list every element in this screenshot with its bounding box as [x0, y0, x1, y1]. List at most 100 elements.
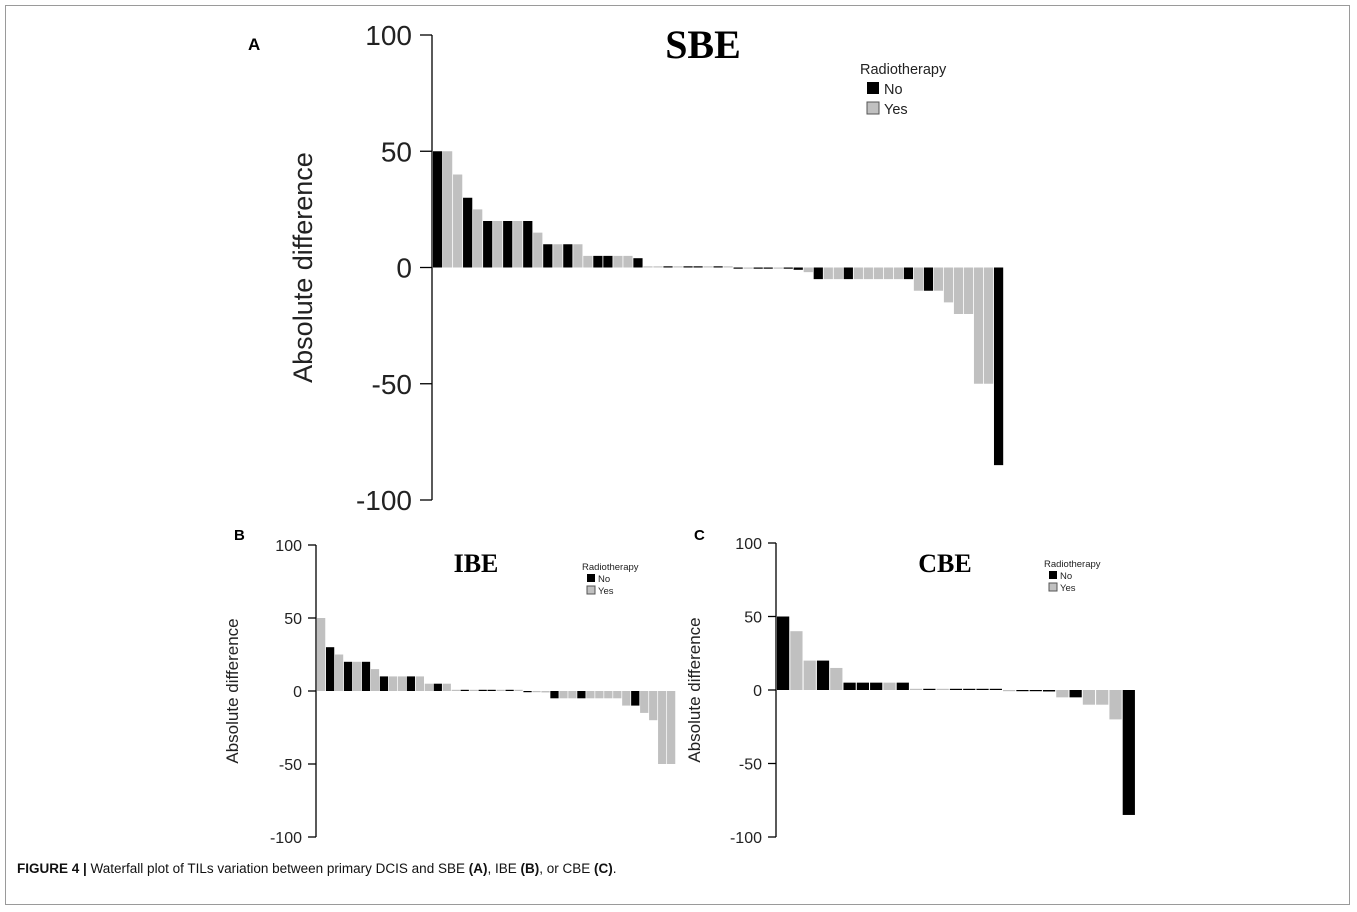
bar-b	[649, 691, 658, 721]
caption-text: Waterfall plot of TILs variation between…	[86, 861, 469, 876]
y-axis-label-b: Absolute difference	[223, 618, 242, 763]
bar-a	[703, 266, 713, 268]
bar-a	[573, 244, 583, 268]
bar-a	[953, 267, 964, 314]
legend-title-a: Radiotherapy	[860, 62, 947, 78]
bar-a	[493, 221, 503, 268]
bar-a	[673, 266, 683, 268]
bar-c	[883, 682, 896, 690]
bar-c	[1082, 690, 1096, 705]
bar-b	[469, 689, 478, 691]
bar-a	[853, 267, 863, 280]
bar-a	[803, 267, 813, 273]
bar-b	[415, 676, 424, 691]
bar-c	[1016, 690, 1029, 692]
bar-a	[603, 255, 613, 268]
bar-b	[550, 691, 559, 699]
bar-a	[433, 151, 443, 268]
bar-a	[883, 267, 894, 280]
bar-a	[513, 221, 523, 268]
bar-a	[483, 221, 493, 268]
bar-b	[397, 676, 407, 691]
bar-a	[843, 267, 853, 280]
bar-b	[568, 691, 577, 699]
bar-b	[559, 691, 568, 699]
y-tick-label-a: 100	[365, 20, 412, 51]
bar-a	[873, 267, 883, 280]
bar-a	[863, 267, 873, 280]
bar-a	[523, 221, 533, 268]
bar-b	[541, 691, 550, 693]
bar-a	[633, 258, 643, 268]
legend-title-c: Radiotherapy	[1044, 559, 1101, 570]
bar-a	[893, 267, 904, 280]
bar-c	[963, 688, 976, 690]
legend-swatch-b-yes	[586, 585, 596, 595]
bar-b	[631, 691, 640, 706]
figure-frame	[5, 5, 1350, 905]
caption-ref-c: (C)	[594, 861, 613, 876]
bar-b	[658, 691, 667, 764]
bar-b	[577, 691, 586, 699]
bar-a	[903, 267, 914, 280]
bar-b	[667, 691, 676, 764]
legend-swatch-b-no	[587, 574, 595, 582]
bar-b	[595, 691, 604, 699]
bar-b	[532, 691, 541, 693]
bar-b	[433, 683, 442, 691]
bar-b	[613, 691, 622, 699]
caption-sep-2: , or CBE	[539, 861, 594, 876]
bar-a	[533, 232, 543, 268]
bar-a	[983, 267, 994, 384]
bar-a	[753, 267, 763, 269]
bar-a	[443, 151, 453, 268]
figure-caption: FIGURE 4 | Waterfall plot of TILs variat…	[17, 861, 617, 876]
chart-title-c: CBE	[918, 549, 971, 578]
bar-c	[790, 631, 803, 690]
bar-c	[896, 682, 909, 690]
bar-b	[451, 689, 460, 691]
bar-c	[1003, 690, 1016, 692]
bar-b	[361, 661, 371, 691]
legend-title-b: Radiotherapy	[582, 562, 639, 573]
bar-c	[1109, 690, 1122, 720]
bar-a	[933, 267, 944, 291]
legend-label-c-no: No	[1060, 571, 1072, 582]
legend-label-b-yes: Yes	[598, 586, 614, 597]
bar-b	[379, 676, 389, 691]
bar-a	[453, 174, 463, 268]
bar-a	[963, 267, 974, 314]
bar-a	[973, 267, 984, 384]
bar-c	[976, 688, 989, 690]
bar-a	[663, 266, 673, 268]
bar-a	[473, 209, 483, 268]
bar-c	[936, 688, 949, 690]
y-tick-label-b: -100	[270, 830, 302, 847]
bar-a	[833, 267, 843, 280]
bar-c	[1096, 690, 1109, 705]
panel-label-b: B	[234, 527, 245, 544]
panel-label-a: A	[248, 35, 260, 54]
bar-a	[773, 267, 783, 269]
bar-b	[622, 691, 631, 706]
chart-title-a: SBE	[665, 22, 741, 67]
legend-swatch-a-no	[867, 82, 879, 94]
y-tick-label-b: 0	[293, 684, 302, 701]
bar-c	[1029, 690, 1042, 692]
y-tick-label-a: -100	[356, 485, 412, 516]
bar-c	[816, 660, 830, 690]
bar-b	[325, 647, 335, 691]
bar-a	[823, 267, 833, 280]
y-tick-label-c: -50	[739, 756, 762, 773]
legend-label-a-yes: Yes	[884, 102, 908, 118]
bar-a	[563, 244, 573, 268]
bar-c	[923, 688, 936, 690]
bar-c	[949, 688, 963, 690]
bar-b	[334, 654, 344, 691]
bar-a	[653, 266, 663, 268]
bar-b	[496, 689, 505, 691]
bar-c	[830, 667, 843, 690]
y-tick-label-c: 100	[735, 536, 762, 553]
bar-c	[777, 616, 790, 690]
